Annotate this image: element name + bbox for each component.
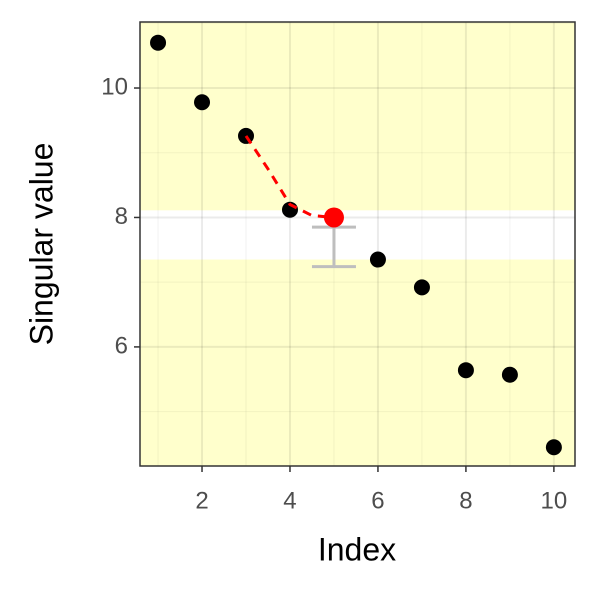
band (140, 210, 575, 260)
point (323, 207, 344, 228)
x-axis-title: Index (318, 531, 396, 567)
y-tick-label: 6 (115, 332, 128, 359)
x-tick-label: 10 (541, 487, 568, 514)
x-tick-label: 8 (459, 487, 472, 514)
point (545, 439, 562, 456)
point (194, 94, 211, 111)
point (369, 251, 386, 268)
y-tick-label: 10 (101, 73, 128, 100)
point (413, 279, 430, 296)
x-tick-label: 4 (283, 487, 296, 514)
trend-line (244, 135, 335, 219)
y-tick-label: 8 (115, 203, 128, 230)
y-axis-title: Singular value (23, 143, 59, 346)
x-tick-label: 6 (371, 487, 384, 514)
point (457, 362, 474, 379)
point (501, 366, 518, 383)
x-tick-label: 2 (195, 487, 208, 514)
point (150, 34, 167, 51)
panel-border (139, 21, 576, 467)
